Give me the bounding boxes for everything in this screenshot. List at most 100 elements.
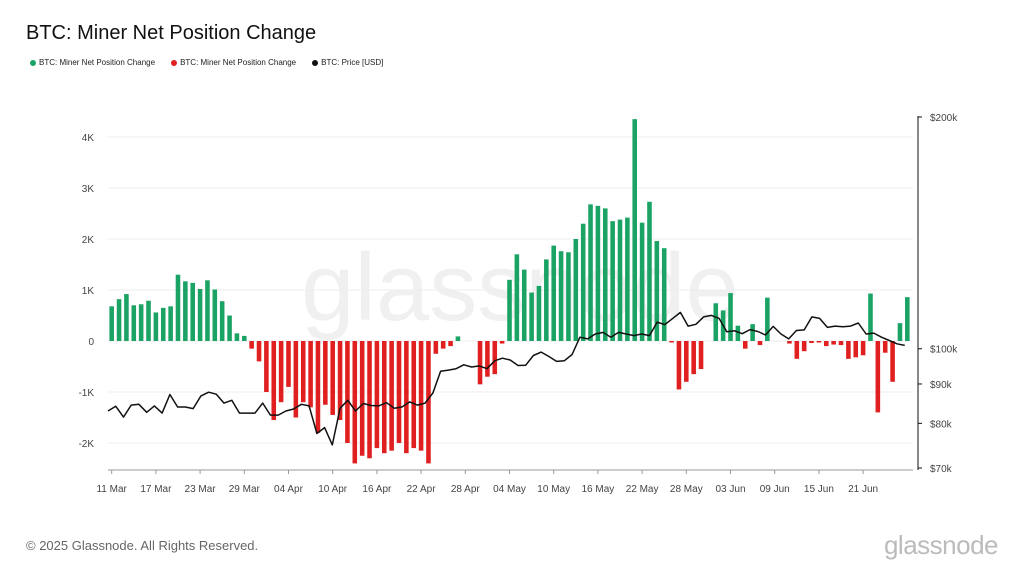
bar-negative bbox=[249, 341, 254, 349]
bar-positive bbox=[661, 248, 667, 341]
legend-item-price[interactable]: BTC: Price [USD] bbox=[312, 58, 383, 67]
bar-positive bbox=[580, 223, 586, 341]
x-tick-label: 28 Apr bbox=[451, 484, 481, 495]
bar-negative bbox=[411, 341, 417, 449]
legend-dot-positive bbox=[30, 59, 36, 66]
bar-positive bbox=[521, 269, 527, 341]
bar-negative bbox=[381, 341, 387, 454]
bar-positive bbox=[514, 254, 520, 341]
bar-positive bbox=[138, 304, 144, 341]
x-tick-label: 17 Mar bbox=[140, 484, 172, 495]
x-tick-label: 09 Jun bbox=[760, 484, 790, 495]
bar-positive bbox=[750, 324, 755, 341]
legend-dot-price bbox=[312, 59, 319, 66]
bar-positive bbox=[765, 297, 770, 341]
bar-positive bbox=[647, 201, 652, 341]
bar-negative bbox=[485, 341, 490, 377]
bar-negative bbox=[264, 341, 269, 392]
bar-negative bbox=[418, 341, 424, 451]
x-tick-label: 22 Apr bbox=[407, 484, 437, 495]
bar-negative bbox=[286, 341, 291, 387]
bar-negative bbox=[278, 341, 284, 403]
bar-negative bbox=[684, 341, 689, 382]
y-right-tick-label: $200k bbox=[930, 113, 958, 124]
bar-negative bbox=[853, 341, 859, 358]
legend-item-positive[interactable]: BTC: Miner Net Position Change bbox=[30, 58, 155, 67]
x-tick-label: 16 May bbox=[582, 484, 615, 495]
bar-negative bbox=[809, 341, 814, 344]
x-tick-label: 29 Mar bbox=[229, 484, 261, 495]
x-tick-label: 04 May bbox=[493, 484, 526, 495]
chart-title: BTC: Miner Net Position Change bbox=[26, 22, 317, 44]
x-tick-label: 21 Jun bbox=[848, 484, 878, 495]
bar-positive bbox=[536, 285, 542, 341]
bar-positive bbox=[610, 221, 615, 341]
x-tick-label: 28 May bbox=[670, 484, 703, 495]
bar-positive bbox=[728, 293, 733, 341]
legend-label-positive: BTC: Miner Net Position Change bbox=[39, 58, 156, 67]
legend-dot-negative bbox=[171, 59, 178, 66]
bar-negative bbox=[330, 341, 335, 415]
bar-positive bbox=[242, 335, 247, 341]
bar-positive bbox=[175, 274, 181, 341]
legend-item-negative[interactable]: BTC: Miner Net Position Change bbox=[171, 58, 296, 67]
bar-negative bbox=[374, 341, 380, 449]
bar-positive bbox=[109, 306, 114, 341]
bar-positive bbox=[632, 119, 638, 342]
legend: BTC: Miner Net Position Change BTC: Mine… bbox=[30, 58, 383, 67]
bar-negative bbox=[698, 341, 704, 370]
bar-positive bbox=[566, 252, 571, 341]
bar-negative bbox=[315, 341, 321, 433]
bar-negative bbox=[882, 341, 888, 353]
bar-negative bbox=[742, 341, 748, 349]
bar-positive bbox=[153, 312, 159, 341]
bar-negative bbox=[323, 341, 328, 405]
bar-positive bbox=[219, 301, 225, 341]
bar-positive bbox=[124, 294, 129, 341]
bar-negative bbox=[359, 341, 365, 456]
bar-negative bbox=[448, 341, 453, 347]
y-left-tick-label: 4K bbox=[82, 133, 95, 144]
bar-negative bbox=[824, 341, 829, 347]
watermark-text: glassnode bbox=[301, 234, 739, 341]
bar-negative bbox=[787, 341, 792, 344]
bar-negative bbox=[691, 341, 696, 375]
bar-negative bbox=[831, 341, 836, 345]
axes-layer: 4K 3K 2K 1K 0 -1K -2K $200k $100k $90k $80k $70k 11 … bbox=[78, 113, 958, 495]
bar-negative bbox=[846, 341, 851, 359]
y-left-tick-label: -2K bbox=[78, 439, 94, 450]
bar-negative bbox=[669, 341, 674, 343]
bar-positive bbox=[595, 205, 601, 341]
x-tick-label: 23 Mar bbox=[185, 484, 217, 495]
bar-negative bbox=[345, 341, 350, 443]
bar-negative bbox=[256, 341, 262, 362]
x-tick-label: 10 Apr bbox=[318, 484, 348, 495]
bar-negative bbox=[271, 341, 277, 421]
bar-positive bbox=[168, 306, 173, 341]
bar-negative bbox=[426, 341, 431, 464]
bar-positive bbox=[227, 315, 232, 341]
x-tick-label: 22 May bbox=[626, 484, 659, 495]
bar-positive bbox=[558, 251, 564, 341]
x-tick-label: 16 Apr bbox=[362, 484, 392, 495]
bar-positive bbox=[205, 280, 210, 341]
bar-positive bbox=[617, 219, 623, 341]
y-left-tick-label: 3K bbox=[82, 184, 95, 195]
bar-positive bbox=[183, 281, 188, 341]
bar-positive bbox=[190, 282, 196, 341]
bar-negative bbox=[757, 341, 763, 346]
bar-positive bbox=[588, 204, 593, 341]
legend-label-price: BTC: Price [USD] bbox=[321, 58, 384, 67]
bar-negative bbox=[293, 341, 299, 418]
x-tick-label: 11 Mar bbox=[96, 484, 127, 495]
x-tick-label: 03 Jun bbox=[715, 484, 745, 495]
bar-positive bbox=[507, 279, 512, 341]
bar-negative bbox=[389, 341, 394, 451]
bar-positive bbox=[654, 241, 660, 341]
bar-positive bbox=[197, 288, 203, 341]
bar-positive bbox=[735, 325, 741, 341]
bar-positive bbox=[551, 245, 556, 341]
copyright-footer: © 2025 Glassnode. All Rights Reserved. bbox=[26, 538, 259, 553]
x-tick-label: 04 Apr bbox=[274, 484, 304, 495]
